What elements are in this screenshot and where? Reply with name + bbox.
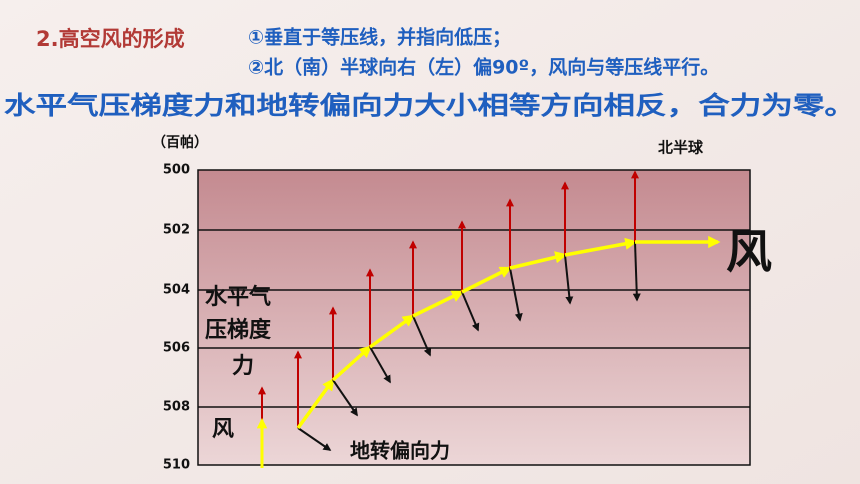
coriolis-arrow — [564, 254, 574, 305]
isobar-label: 502 — [163, 223, 190, 238]
box-border — [197, 169, 751, 466]
unit: （百帕） — [152, 134, 208, 151]
pgf-label: 水平气 — [205, 284, 271, 310]
wind-arrow — [331, 345, 372, 382]
coriolis-label: 地转偏向力 — [350, 439, 450, 463]
isobar-label: 500 — [163, 163, 190, 178]
wind-arrow — [461, 266, 513, 294]
wind-arrow — [296, 378, 335, 430]
isobar-label: 506 — [163, 341, 190, 356]
coriolis-arrow — [332, 379, 358, 417]
hemisphere: 北半球 — [658, 139, 704, 157]
pressure-box — [198, 170, 750, 465]
wind-arrow — [412, 290, 465, 318]
rule: ②北（南）半球向右（左）偏90º，风向与等压线平行。 — [248, 56, 719, 79]
coriolis-arrow — [461, 291, 480, 332]
coriolis-arrow — [509, 267, 523, 322]
isobar-label: 508 — [163, 400, 190, 415]
rule: ①垂直于等压线，并指向低压； — [248, 26, 511, 49]
coriolis-arrow — [632, 241, 641, 302]
coriolis-arrow — [369, 346, 391, 384]
wind-arrow — [509, 251, 568, 270]
wind-label: 风 — [212, 417, 234, 442]
coriolis-arrow — [297, 427, 332, 451]
coriolis-arrow — [412, 315, 432, 357]
wind-arrow — [368, 314, 415, 349]
isobar-label: 510 — [163, 458, 190, 473]
pgf-label: 压梯度 — [205, 317, 272, 343]
summary: 水平气压梯度力和地转偏向力大小相等方向相反，合力为零。 — [4, 91, 856, 120]
title: 2.高空风的形成 — [36, 27, 185, 51]
wind-arrow — [564, 237, 638, 257]
isobar-label: 504 — [163, 283, 190, 298]
pgf-label: 力 — [232, 354, 254, 379]
wind-label: 风 — [726, 225, 772, 279]
